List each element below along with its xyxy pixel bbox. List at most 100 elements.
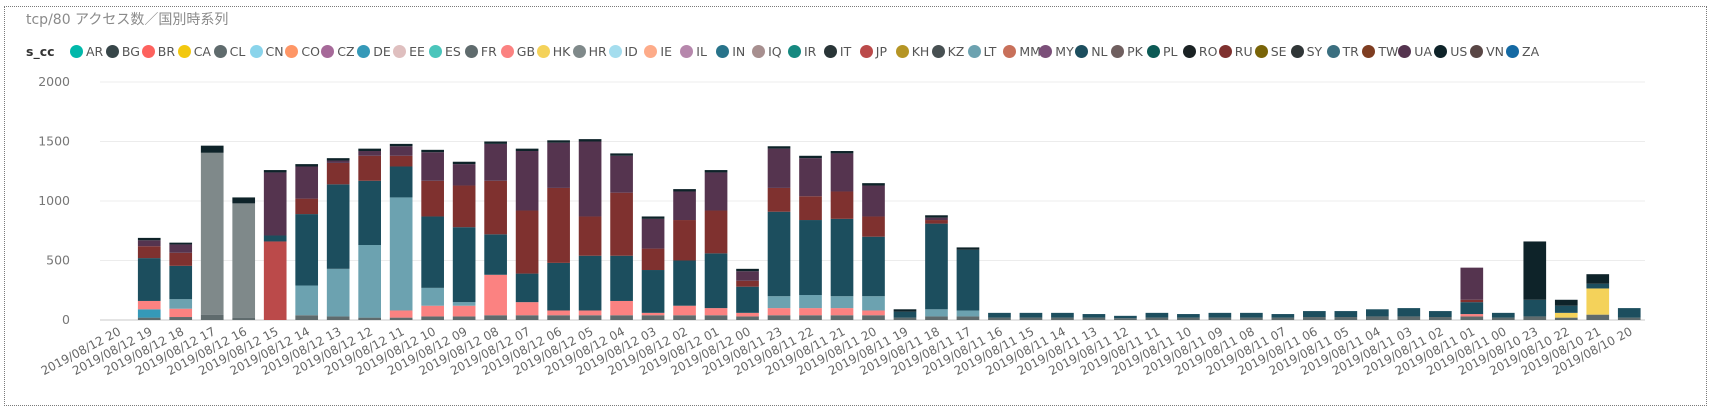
bar-segment-nl xyxy=(452,227,476,303)
bar-segment-cl xyxy=(1397,316,1421,320)
bar-segment-lt xyxy=(169,299,193,309)
bar-segment-nl xyxy=(673,260,696,306)
bar-segment-nl xyxy=(767,211,791,297)
legend-label: SE xyxy=(1270,44,1287,59)
bar-segment-gb xyxy=(515,302,539,316)
legend-marker xyxy=(1039,45,1053,58)
bar-segment-ua xyxy=(295,166,319,199)
bar-segment-us xyxy=(578,139,602,142)
bar-segment-ru xyxy=(704,210,728,254)
bar-segment-ru xyxy=(641,248,665,271)
legend-marker xyxy=(680,45,694,58)
bar-segment-cl xyxy=(641,315,665,320)
legend-label: GB xyxy=(516,44,536,59)
bar-segment-cl xyxy=(1428,317,1452,320)
bar-segment-nl xyxy=(389,166,413,198)
bar-segment-nl xyxy=(1428,311,1452,318)
bar-segment-nl xyxy=(484,234,507,275)
bar-segment-us xyxy=(295,164,319,167)
bar-segment-ua xyxy=(421,152,444,181)
legend-label: FR xyxy=(480,44,497,59)
bar-segment-nl xyxy=(1586,283,1610,289)
bar-segment-gb xyxy=(137,300,161,310)
bar-segment-ua xyxy=(736,271,759,281)
legend-label: ID xyxy=(624,44,638,59)
y-tick-label: 500 xyxy=(46,253,70,268)
legend-marker xyxy=(464,45,478,58)
chart-title: tcp/80 アクセス数／国別時系列 xyxy=(26,12,229,28)
y-tick-label: 1000 xyxy=(38,193,70,208)
bar-segment-ua xyxy=(515,151,539,211)
legend-label: MM xyxy=(1019,44,1041,59)
legend-label: CL xyxy=(229,44,246,59)
legend-marker xyxy=(823,45,837,58)
bar-segment-nl xyxy=(169,265,193,300)
bar-segment-de xyxy=(137,309,161,318)
bar-segment-gb xyxy=(673,305,696,316)
legend-label: BR xyxy=(157,44,176,59)
bar-segment-ua xyxy=(326,160,350,163)
bar-segment-cl xyxy=(1114,318,1137,320)
bar-segment-ru xyxy=(830,191,854,219)
legend-title: s_cc xyxy=(26,44,55,59)
legend-marker xyxy=(1434,45,1448,58)
bar-segment-cl xyxy=(767,315,791,320)
bar-segment-cl xyxy=(452,316,476,320)
bar-segment-lt xyxy=(925,309,948,317)
bar-segment-us xyxy=(767,146,791,149)
bar-segment-ua xyxy=(547,142,570,188)
legend-marker xyxy=(1254,45,1268,58)
legend-marker xyxy=(1398,45,1412,58)
bar-segment-cl xyxy=(421,316,444,320)
bar-segment-cl xyxy=(1617,317,1641,320)
bar-segment-nl xyxy=(862,236,885,297)
bar-segment-nl xyxy=(326,184,350,269)
legend-marker xyxy=(859,45,873,58)
bar-segment-gb xyxy=(704,308,728,316)
bar-segment-nl xyxy=(1051,312,1074,318)
y-tick-label: 2000 xyxy=(38,74,70,89)
bar-segment-nl xyxy=(641,270,665,313)
bar-segment-cl xyxy=(1460,316,1484,320)
bar-segment-nl xyxy=(1491,312,1515,318)
legend-marker xyxy=(1111,45,1125,58)
legend: s_cc AR BG BR CA CL CN CO CZ DE EE ES FR GB HK HR ID IE I… xyxy=(26,44,1706,64)
bar-segment-ru xyxy=(169,252,193,266)
legend-marker xyxy=(393,45,407,58)
legend-label: ES xyxy=(445,44,461,59)
legend-marker xyxy=(967,45,981,58)
bar-segment-lt xyxy=(421,287,444,306)
bar-segment-cl xyxy=(326,316,350,320)
bar-segment-gb xyxy=(799,308,822,316)
bar-segment-cl xyxy=(673,315,696,320)
bar-segment-nl xyxy=(1208,312,1232,318)
bar-segment-nl xyxy=(1523,299,1547,317)
legend-marker xyxy=(249,45,263,58)
bar-segment-cl xyxy=(862,315,885,320)
bar-segment-ua xyxy=(389,146,413,156)
bar-segment-ua xyxy=(578,141,602,217)
bar-segment-cl xyxy=(1177,317,1200,320)
bar-segment-ua xyxy=(452,164,476,186)
legend-marker xyxy=(213,45,227,58)
bar-segment-us xyxy=(830,151,854,154)
chart-visual-frame[interactable] xyxy=(4,6,1707,406)
bar-segment-ua xyxy=(137,240,161,247)
bar-segment-cl xyxy=(137,317,161,320)
bar-segment-us xyxy=(1554,299,1578,306)
legend-label: SY xyxy=(1306,44,1323,59)
bar-segment-ua xyxy=(673,191,696,221)
legend-label: TW xyxy=(1378,44,1399,59)
bar-segment-ua xyxy=(610,155,633,193)
legend-label: JP xyxy=(875,44,888,59)
bar-segment-nl xyxy=(1554,305,1578,313)
bar-segment-cl xyxy=(610,315,633,320)
legend-label: IT xyxy=(839,44,852,59)
bar-segment-cl xyxy=(578,315,602,320)
legend-label: LT xyxy=(983,44,997,59)
bar-segment-ru xyxy=(799,196,822,221)
legend-label: CA xyxy=(193,44,211,59)
bar-segment-us xyxy=(515,148,539,152)
y-tick-label: 1500 xyxy=(38,134,70,149)
